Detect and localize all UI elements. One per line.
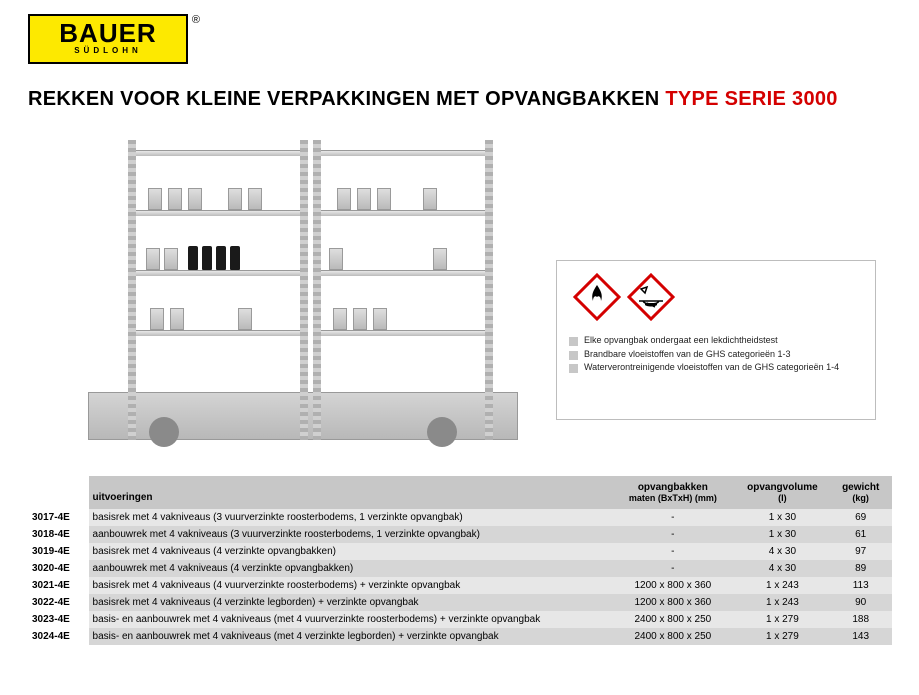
table-row: 3018-4Eaanbouwrek met 4 vakniveaus (3 vu… [28, 526, 892, 543]
bullet-square-icon [569, 364, 578, 373]
cell-volume: 1 x 279 [735, 628, 829, 645]
col-header-code [28, 476, 89, 509]
cell-volume: 1 x 243 [735, 594, 829, 611]
cell-code: 3019-4E [28, 543, 89, 560]
table-row: 3019-4Ebasisrek met 4 vakniveaus (4 verz… [28, 543, 892, 560]
logo-sub-text: SÜDLOHN [74, 46, 142, 55]
cell-volume: 4 x 30 [735, 560, 829, 577]
cell-maten: - [610, 509, 735, 526]
shelf-unit-left [128, 140, 308, 392]
info-bullet-1: Brandbare vloeistoffen van de GHS catego… [569, 349, 863, 361]
cell-desc: basisrek met 4 vakniveaus (4 vuurverzink… [89, 577, 611, 594]
table-row: 3020-4Eaanbouwrek met 4 vakniveaus (4 ve… [28, 560, 892, 577]
cell-desc: aanbouwrek met 4 vakniveaus (3 vuurverzi… [89, 526, 611, 543]
table-row: 3023-4Ebasis- en aanbouwrek met 4 vakniv… [28, 611, 892, 628]
table-row: 3024-4Ebasis- en aanbouwrek met 4 vakniv… [28, 628, 892, 645]
cell-maten: 1200 x 800 x 360 [610, 594, 735, 611]
cell-desc: basisrek met 4 vakniveaus (4 verzinkte l… [89, 594, 611, 611]
cell-code: 3024-4E [28, 628, 89, 645]
cell-weight: 69 [829, 509, 892, 526]
cell-code: 3022-4E [28, 594, 89, 611]
hdr-w-1: gewicht [833, 482, 888, 493]
bullet-text: Brandbare vloeistoffen van de GHS catego… [584, 349, 790, 361]
cell-weight: 89 [829, 560, 892, 577]
table-row: 3017-4Ebasisrek met 4 vakniveaus (3 vuur… [28, 509, 892, 526]
cell-desc: basis- en aanbouwrek met 4 vakniveaus (m… [89, 611, 611, 628]
ghs-icons [573, 273, 863, 321]
cell-desc: basis- en aanbouwrek met 4 vakniveaus (m… [89, 628, 611, 645]
ghs-environment-icon [627, 273, 675, 321]
cell-maten: 2400 x 800 x 250 [610, 611, 735, 628]
cell-maten: - [610, 560, 735, 577]
cell-desc: basisrek met 4 vakniveaus (4 verzinkte o… [89, 543, 611, 560]
brand-logo: BAUER SÜDLOHN ® [28, 14, 188, 64]
info-box: Elke opvangbak ondergaat een lekdichthei… [556, 260, 876, 420]
hdr-vol-2: (l) [739, 493, 825, 503]
cell-volume: 4 x 30 [735, 543, 829, 560]
shelf-unit-right [313, 140, 493, 392]
cell-volume: 1 x 30 [735, 526, 829, 543]
cell-volume: 1 x 30 [735, 509, 829, 526]
cell-code: 3023-4E [28, 611, 89, 628]
table-row: 3021-4Ebasisrek met 4 vakniveaus (4 vuur… [28, 577, 892, 594]
hdr-maten-2: maten (BxTxH) (mm) [614, 493, 731, 503]
cell-weight: 143 [829, 628, 892, 645]
product-table: uitvoeringen opvangbakken maten (BxTxH) … [28, 476, 892, 645]
col-header-volume: opvangvolume (l) [735, 476, 829, 509]
cell-desc: aanbouwrek met 4 vakniveaus (4 verzinkte… [89, 560, 611, 577]
cell-code: 3020-4E [28, 560, 89, 577]
info-bullet-0: Elke opvangbak ondergaat een lekdichthei… [569, 335, 863, 347]
cell-maten: - [610, 526, 735, 543]
hdr-w-2: (kg) [833, 493, 888, 503]
bullet-text: Waterverontreinigende vloeistoffen van d… [584, 362, 839, 374]
title-part1: REKKEN VOOR KLEINE VERPAKKINGEN MET OPVA… [28, 88, 665, 110]
cell-maten: - [610, 543, 735, 560]
cell-maten: 1200 x 800 x 360 [610, 577, 735, 594]
hdr-vol-1: opvangvolume [739, 482, 825, 493]
cell-code: 3021-4E [28, 577, 89, 594]
title-part2: TYPE SERIE 3000 [665, 88, 837, 110]
col-header-uitvoeringen: uitvoeringen [89, 476, 611, 509]
cell-code: 3017-4E [28, 509, 89, 526]
cell-weight: 97 [829, 543, 892, 560]
logo-main-text: BAUER [59, 23, 156, 44]
cell-weight: 61 [829, 526, 892, 543]
cell-maten: 2400 x 800 x 250 [610, 628, 735, 645]
table-row: 3022-4Ebasisrek met 4 vakniveaus (4 verz… [28, 594, 892, 611]
cell-weight: 188 [829, 611, 892, 628]
table-header-row: uitvoeringen opvangbakken maten (BxTxH) … [28, 476, 892, 509]
cell-code: 3018-4E [28, 526, 89, 543]
col-header-maten: opvangbakken maten (BxTxH) (mm) [610, 476, 735, 509]
page-title: REKKEN VOOR KLEINE VERPAKKINGEN MET OPVA… [28, 88, 838, 111]
product-image [88, 140, 518, 440]
bullet-text: Elke opvangbak ondergaat een lekdichthei… [584, 335, 778, 347]
cell-volume: 1 x 279 [735, 611, 829, 628]
cell-weight: 113 [829, 577, 892, 594]
info-bullet-2: Waterverontreinigende vloeistoffen van d… [569, 362, 863, 374]
cell-volume: 1 x 243 [735, 577, 829, 594]
hdr-maten-1: opvangbakken [614, 482, 731, 493]
col-header-weight: gewicht (kg) [829, 476, 892, 509]
ghs-flammable-icon [573, 273, 621, 321]
bullet-square-icon [569, 337, 578, 346]
cell-desc: basisrek met 4 vakniveaus (3 vuurverzink… [89, 509, 611, 526]
registered-mark: ® [192, 14, 200, 26]
cell-weight: 90 [829, 594, 892, 611]
bullet-square-icon [569, 351, 578, 360]
